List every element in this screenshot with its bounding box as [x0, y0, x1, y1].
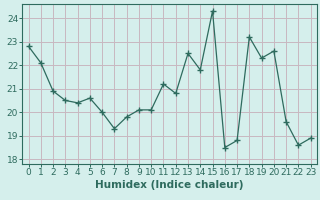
X-axis label: Humidex (Indice chaleur): Humidex (Indice chaleur) — [95, 180, 244, 190]
